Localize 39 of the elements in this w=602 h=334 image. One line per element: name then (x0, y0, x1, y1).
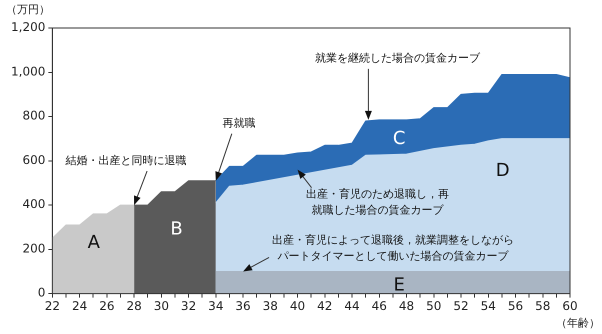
annotation: C (392, 128, 406, 150)
x-tick-label: 48 (398, 298, 414, 313)
y-tick-label: 0 (38, 286, 46, 300)
x-tick-label: 26 (99, 298, 114, 313)
annotation: E (393, 274, 405, 296)
x-axis-title: （年齢） (556, 316, 600, 330)
x-tick-label: 32 (180, 298, 196, 313)
x-tick-label: 36 (235, 298, 251, 313)
annotation: A (88, 232, 101, 253)
y-tick-label: 800 (22, 108, 46, 123)
x-tick-label: 30 (154, 298, 169, 313)
y-tick-label: 1,200 (10, 20, 46, 34)
x-tick-label: 22 (44, 298, 60, 313)
annotation: 出産・育児のため退職し，再就職した場合の賃金カーブ (306, 188, 450, 217)
x-tick-label: 28 (126, 298, 142, 313)
x-tick-label: 58 (535, 298, 550, 313)
x-tick-label: 24 (72, 298, 88, 313)
x-tick-label: 40 (290, 298, 306, 313)
annotation: D (496, 160, 510, 182)
x-tick-label: 60 (562, 298, 578, 313)
annotation: 再就職 (222, 116, 256, 130)
y-tick-label: 400 (22, 197, 46, 212)
y-axis-title: （万円） (6, 2, 50, 16)
x-tick-label: 46 (372, 298, 387, 313)
x-tick-label: 44 (344, 298, 360, 313)
y-tick-label: 600 (22, 152, 46, 167)
y-tick-label: 1,000 (10, 64, 46, 78)
x-tick-label: 54 (480, 298, 496, 313)
x-tick-label: 50 (426, 298, 442, 313)
annotation: 出産・育児によって退職後，就業調整をしながらパートタイマーとして働いた場合の賃金カーブ (272, 233, 514, 262)
annotation: B (170, 218, 183, 240)
y-tick-label: 200 (22, 241, 46, 256)
x-tick-label: 42 (317, 298, 332, 313)
x-tick-label: 56 (508, 298, 524, 313)
annotation: 結婚・出産と同時に退職 (64, 154, 187, 167)
x-tick-label: 34 (208, 298, 224, 313)
x-tick-label: 52 (453, 298, 469, 313)
annotation: 就業を継続した場合の賃金カーブ (314, 52, 481, 65)
x-tick-label: 38 (262, 298, 278, 313)
